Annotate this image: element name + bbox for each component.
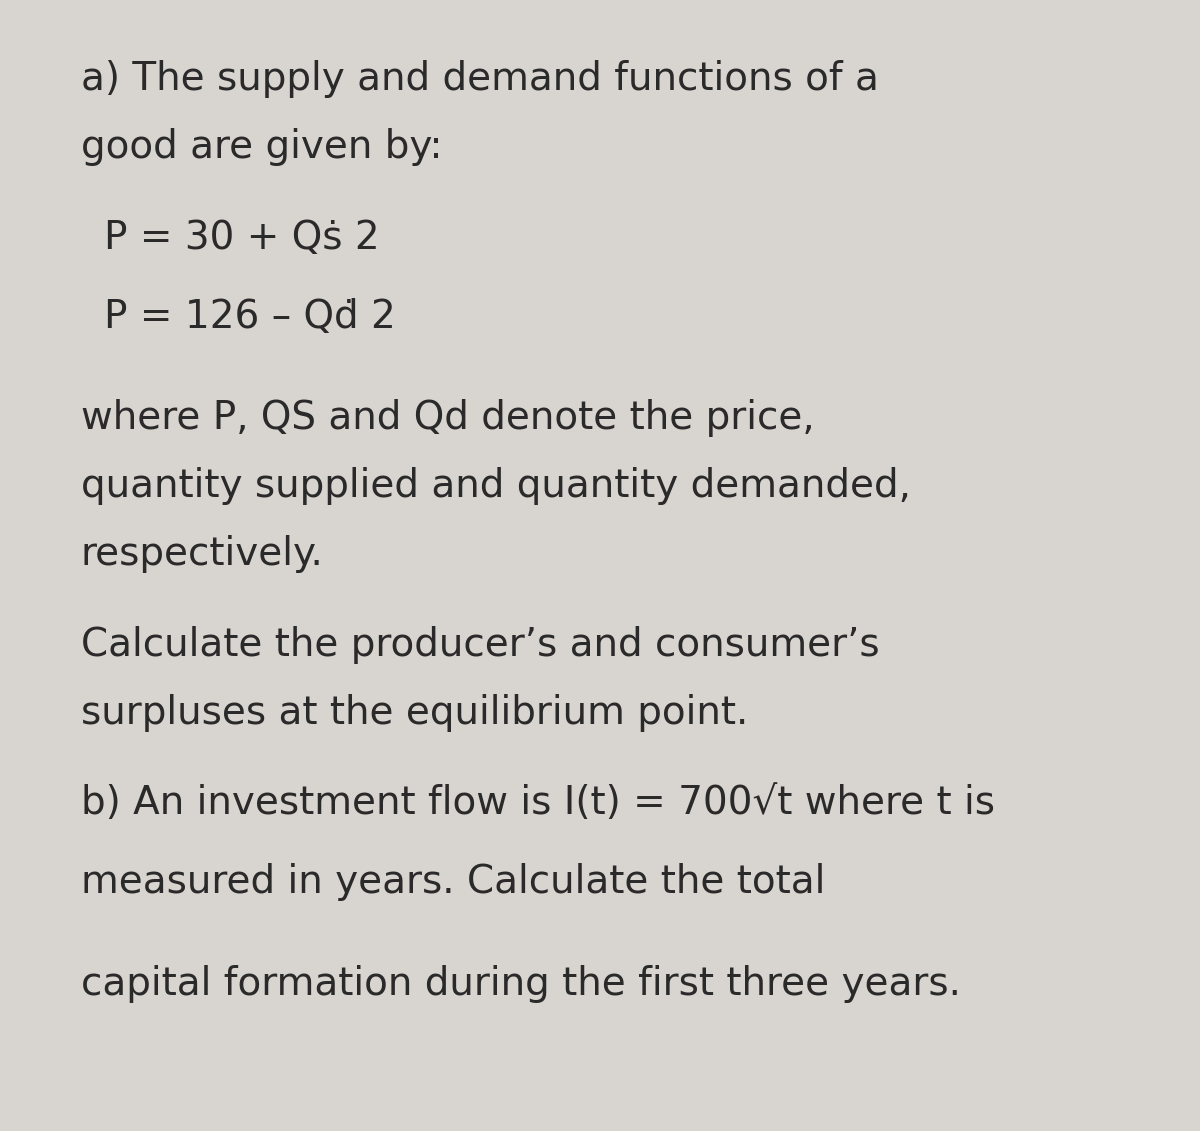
Text: quantity supplied and quantity demanded,: quantity supplied and quantity demanded, <box>80 467 911 506</box>
Text: capital formation during the first three years.: capital formation during the first three… <box>80 965 960 1003</box>
Text: good are given by:: good are given by: <box>80 128 442 166</box>
Text: surpluses at the equilibrium point.: surpluses at the equilibrium point. <box>80 693 748 732</box>
Text: P = 126 – Qḋ 2: P = 126 – Qḋ 2 <box>103 297 395 336</box>
Text: measured in years. Calculate the total: measured in years. Calculate the total <box>80 863 824 901</box>
Text: a) The supply and demand functions of a: a) The supply and demand functions of a <box>80 60 878 98</box>
Text: where P, QS and Qd denote the price,: where P, QS and Qd denote the price, <box>80 399 814 438</box>
Text: respectively.: respectively. <box>80 535 324 573</box>
Text: P = 30 + Qṡ 2: P = 30 + Qṡ 2 <box>103 218 379 257</box>
Text: b) An investment flow is I(t) = 700√t where t is: b) An investment flow is I(t) = 700√t wh… <box>80 784 995 822</box>
Text: Calculate the producer’s and consumer’s: Calculate the producer’s and consumer’s <box>80 625 880 664</box>
